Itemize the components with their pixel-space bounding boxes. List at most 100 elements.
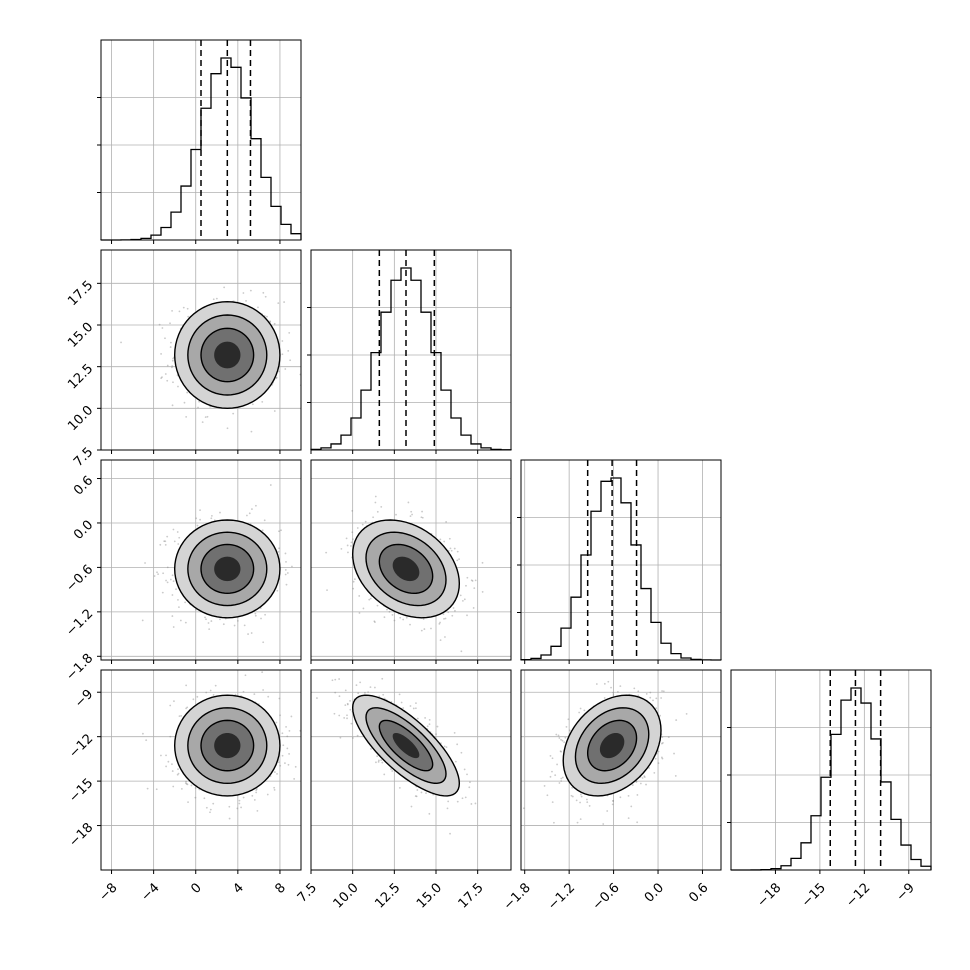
sample-point xyxy=(585,798,588,801)
sample-point xyxy=(350,541,353,544)
sample-point xyxy=(458,558,460,561)
sample-point xyxy=(424,717,427,719)
contour-line xyxy=(378,543,434,595)
sample-point xyxy=(416,717,419,720)
panel-border xyxy=(310,669,512,871)
sample-point xyxy=(399,616,402,619)
sample-point xyxy=(194,787,197,789)
sample-point xyxy=(660,756,663,759)
sample-point xyxy=(306,740,308,742)
sample-point xyxy=(448,537,451,540)
sample-point xyxy=(376,755,379,758)
contour-line xyxy=(187,707,268,785)
sample-point xyxy=(279,714,281,717)
sample-point xyxy=(409,515,412,518)
sample-point xyxy=(338,695,341,698)
sample-point xyxy=(186,783,189,786)
sample-point xyxy=(222,623,225,626)
sample-point xyxy=(410,805,413,808)
sample-point xyxy=(213,457,215,459)
sample-point xyxy=(382,693,385,696)
sample-point xyxy=(325,551,328,554)
sample-point xyxy=(165,754,167,757)
sample-point xyxy=(284,573,287,576)
sample-point xyxy=(362,607,365,610)
x-tick-label: −1.2 xyxy=(545,880,578,913)
sample-point xyxy=(364,691,366,694)
sample-point xyxy=(204,616,206,619)
sample-point xyxy=(184,621,187,624)
y-tick-label: 0.6 xyxy=(71,473,96,498)
x-tick-label: 12.5 xyxy=(372,880,403,911)
sample-point xyxy=(210,620,213,622)
sample-point xyxy=(286,572,289,574)
sample-point xyxy=(194,796,197,799)
sample-point xyxy=(355,684,358,687)
sample-point xyxy=(273,771,276,773)
sample-point xyxy=(169,735,172,738)
sample-point xyxy=(169,704,172,707)
sample-point xyxy=(612,691,615,694)
sample-point xyxy=(602,823,605,825)
sample-point xyxy=(346,717,348,720)
sample-point xyxy=(372,516,375,519)
sample-point xyxy=(196,524,199,527)
sample-point xyxy=(558,737,561,739)
sample-point xyxy=(169,346,172,348)
panel-border xyxy=(310,459,512,661)
density-content xyxy=(120,286,301,459)
sample-point xyxy=(290,715,293,718)
sample-point xyxy=(165,765,167,768)
sample-point xyxy=(380,759,383,762)
sample-point xyxy=(346,714,348,717)
sample-point xyxy=(661,742,663,745)
sample-point xyxy=(468,786,471,789)
sample-point xyxy=(445,746,448,748)
sample-point xyxy=(161,376,163,378)
sample-point xyxy=(185,780,187,783)
sample-point xyxy=(261,401,264,403)
sample-point xyxy=(549,754,552,757)
sample-point xyxy=(474,579,477,582)
panel-border xyxy=(100,39,302,241)
sample-point xyxy=(236,619,239,622)
sample-point xyxy=(160,754,162,757)
sample-point xyxy=(400,701,403,704)
contour-line xyxy=(586,719,638,772)
sample-point xyxy=(185,707,187,710)
sample-point xyxy=(210,517,213,520)
sample-point xyxy=(254,614,257,617)
sample-point xyxy=(407,501,410,504)
contour-line xyxy=(200,719,255,772)
sample-point xyxy=(281,754,284,757)
sample-point xyxy=(277,550,280,553)
sample-point xyxy=(253,693,256,696)
sample-point xyxy=(172,381,174,384)
sample-point xyxy=(612,800,615,802)
sample-point xyxy=(674,775,677,777)
sample-point xyxy=(554,774,557,777)
y-tick-label: −1.8 xyxy=(63,651,96,684)
sample-point xyxy=(223,286,226,289)
sample-point xyxy=(219,618,221,621)
sample-point xyxy=(210,514,213,517)
sample-point xyxy=(287,349,290,352)
contour-line xyxy=(378,719,434,772)
sample-point xyxy=(334,678,337,681)
sample-point xyxy=(226,427,229,430)
sample-point xyxy=(603,697,606,699)
sample-point xyxy=(234,693,237,696)
sample-point xyxy=(369,686,372,689)
density-content xyxy=(522,680,688,825)
sample-point xyxy=(428,718,431,721)
sample-point xyxy=(289,359,292,362)
x-tick-label: 7.5 xyxy=(295,880,320,905)
sample-point xyxy=(185,783,188,785)
sample-point xyxy=(595,683,598,685)
sample-point xyxy=(370,748,372,750)
sample-point xyxy=(377,759,380,762)
sample-point xyxy=(177,543,180,545)
sample-point xyxy=(425,792,427,795)
sample-point xyxy=(288,331,291,334)
